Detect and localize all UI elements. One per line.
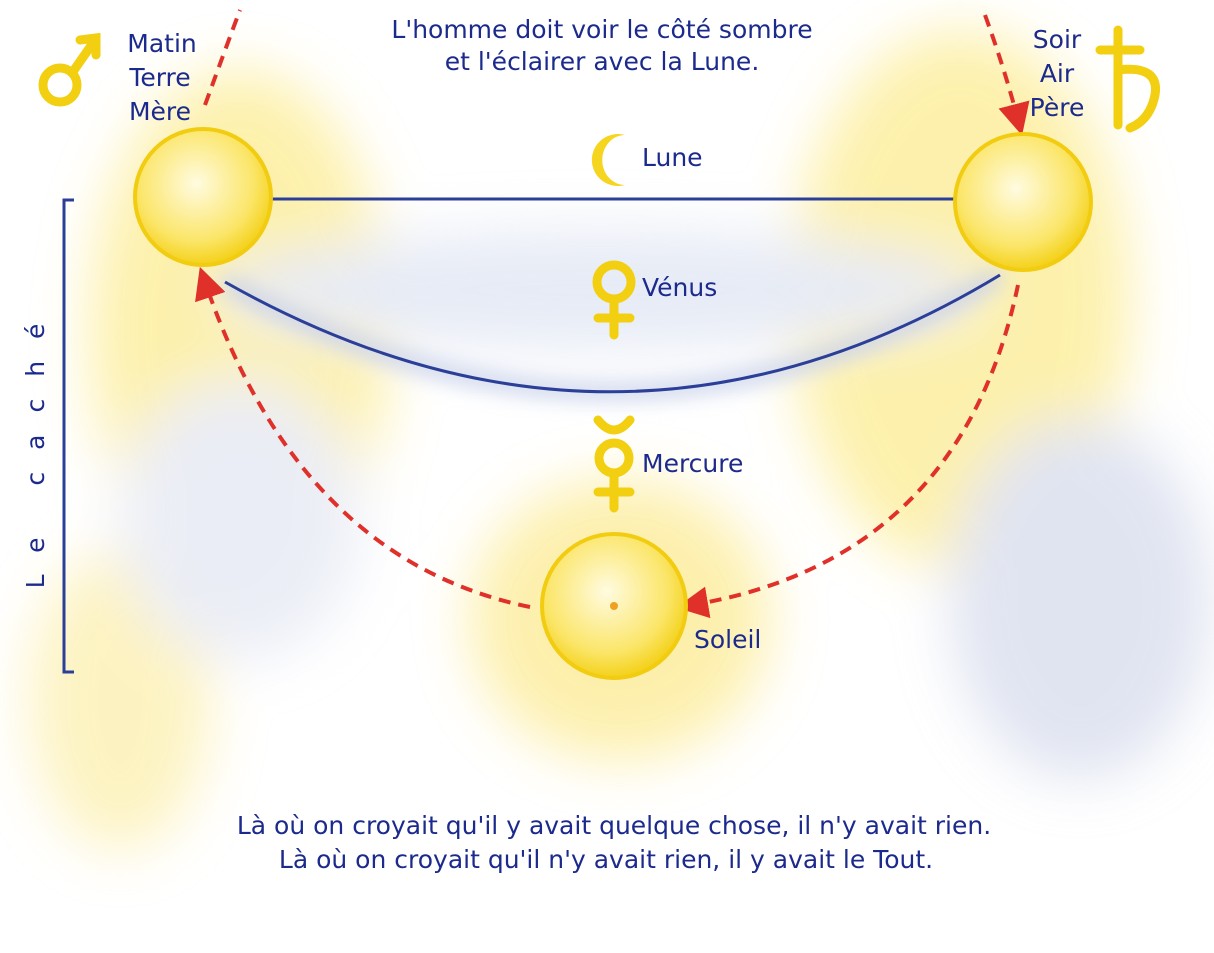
diagram: L'homme doit voir le côté sombre et l'éc… [0,0,1214,953]
header-line: L'homme doit voir le côté sombre [391,15,812,44]
left-label: Terre [128,63,190,92]
node-label: Mercure [642,449,743,478]
footer-line: Là où on croyait qu'il y avait quelque c… [237,811,991,840]
left-label: Matin [127,29,196,58]
footer-line: Là où on croyait qu'il n'y avait rien, i… [279,845,933,874]
right-label: Père [1030,93,1085,122]
side-label: Le caché [21,302,50,589]
right-label: Air [1040,59,1075,88]
node-label: Soleil [694,625,761,654]
left-label: Mère [129,97,191,126]
node-label: Lune [642,143,703,172]
node-label: Vénus [642,273,717,302]
page: L'homme doit voir le côté sombre et l'éc… [0,0,1214,953]
header-line: et l'éclairer avec la Lune. [445,47,760,76]
right-label: Soir [1033,25,1082,54]
